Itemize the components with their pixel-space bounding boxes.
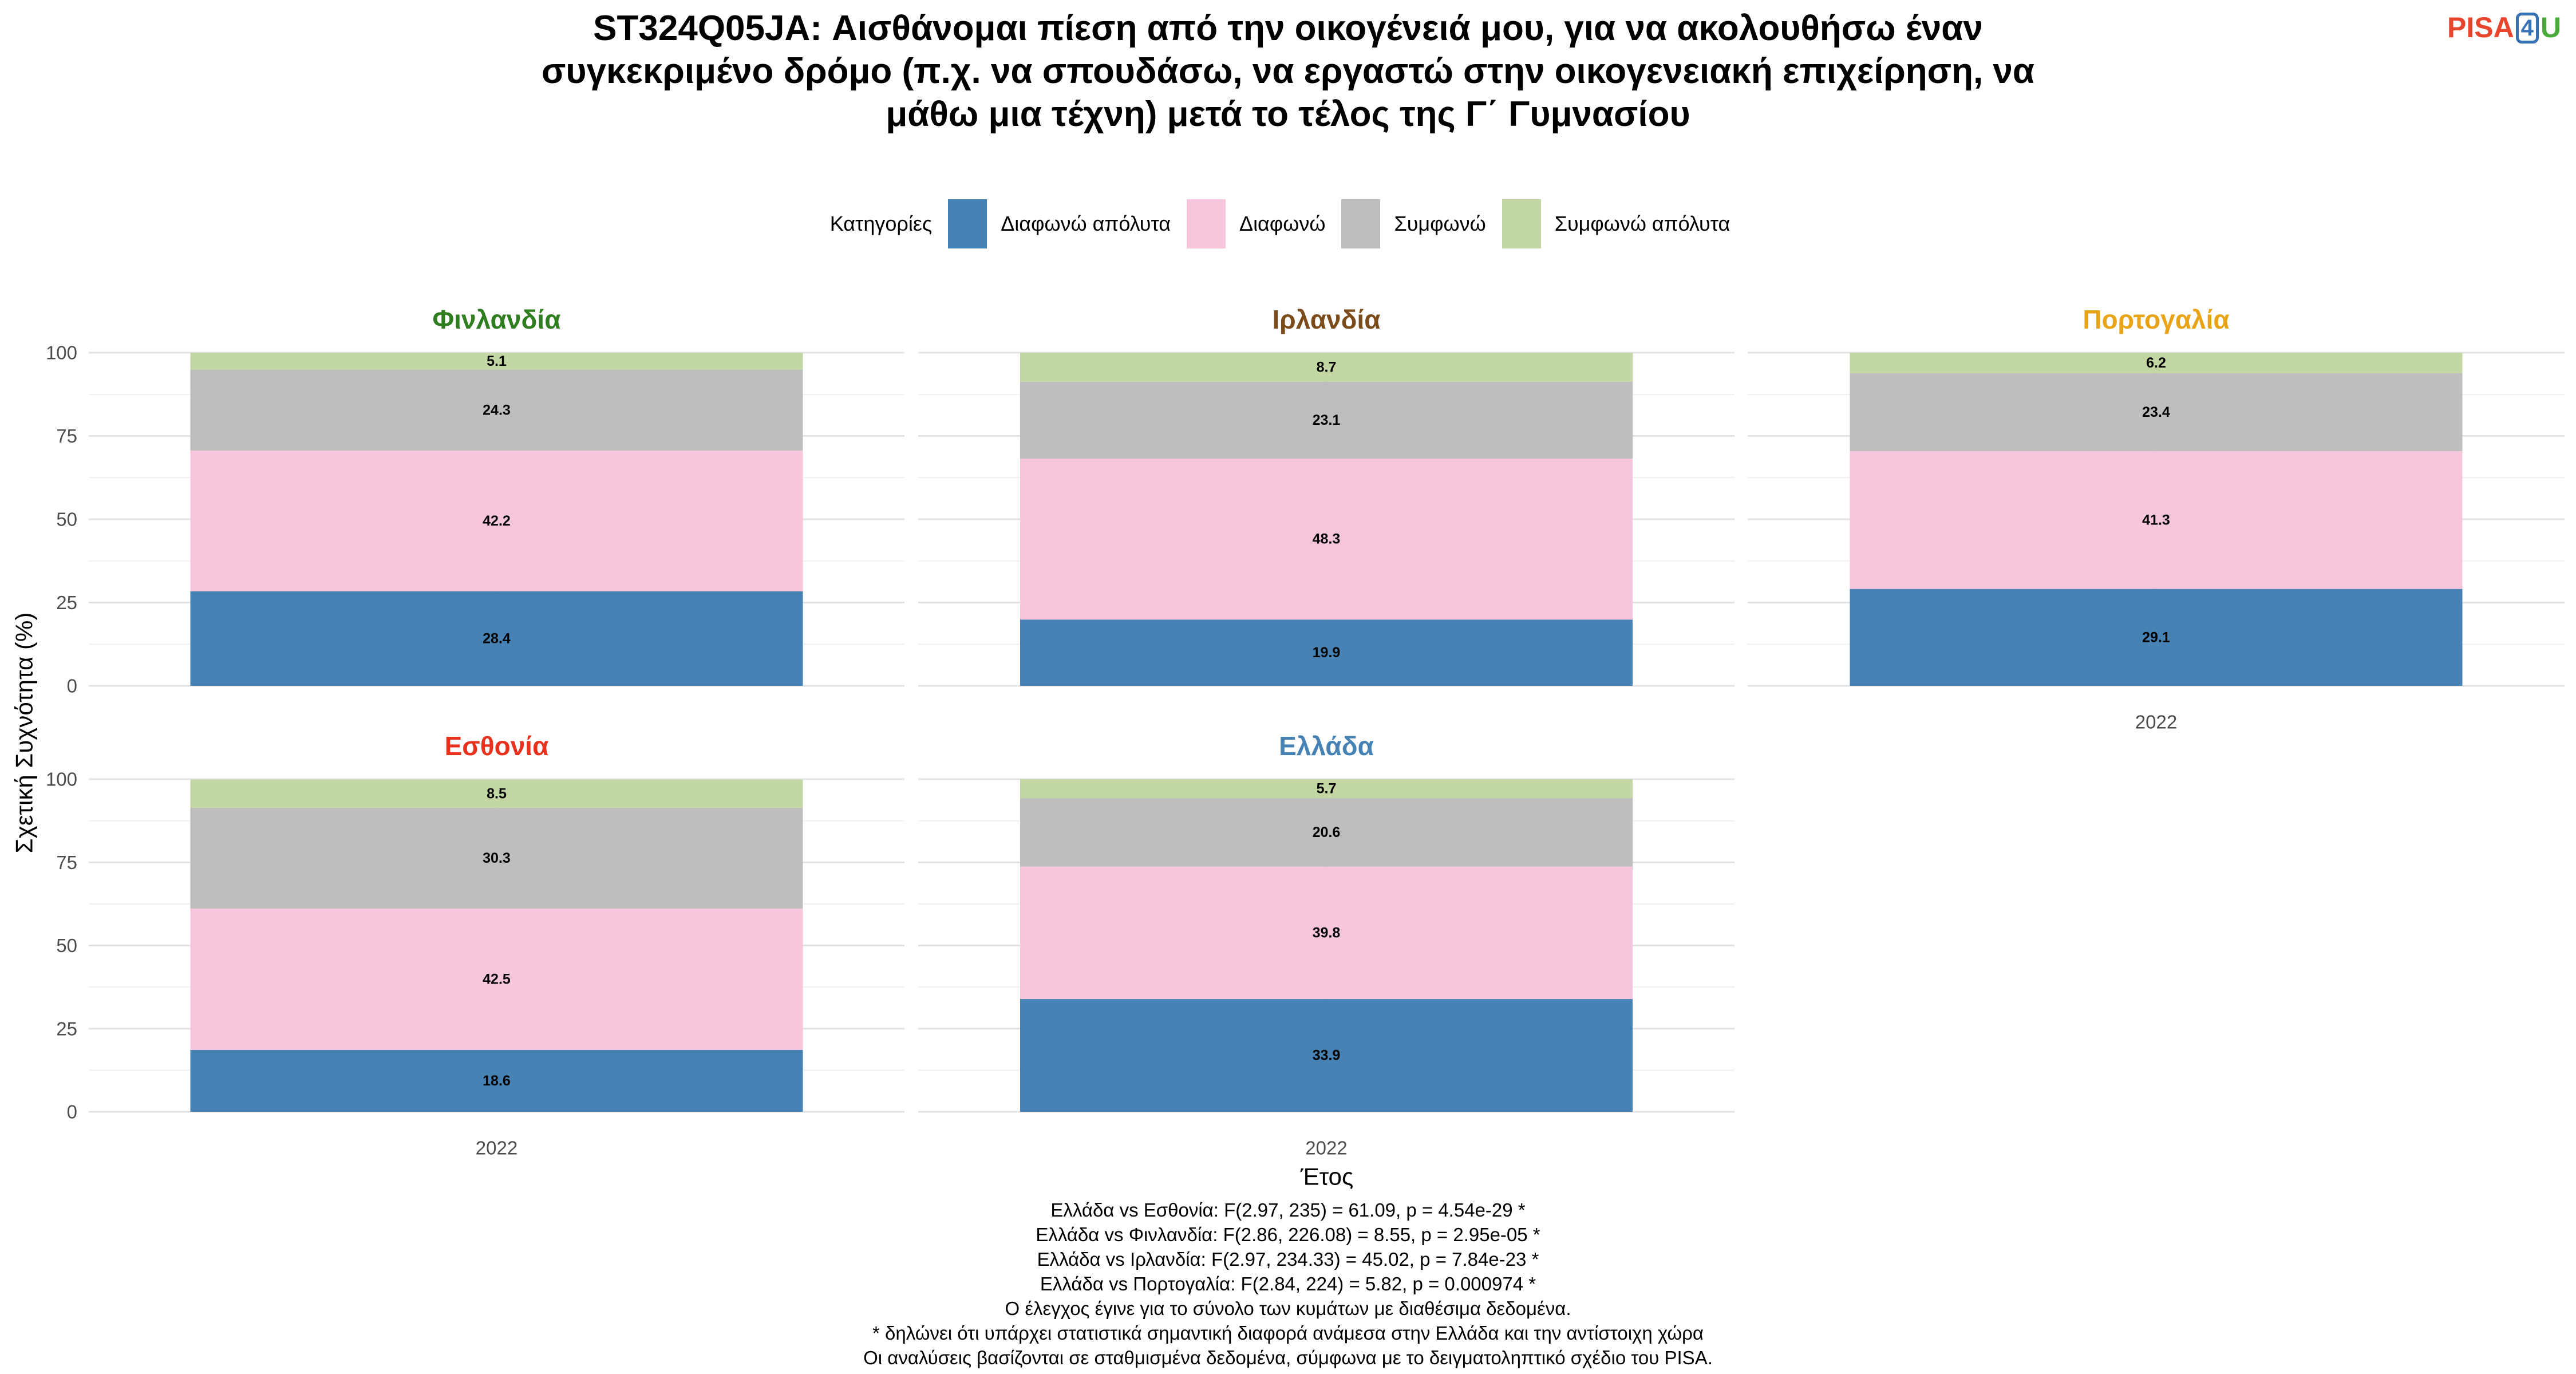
panel-title: Ελλάδα bbox=[1279, 731, 1374, 761]
caption-line: Ελλάδα vs Φινλανδία: F(2.86, 226.08) = 8… bbox=[1036, 1224, 1540, 1245]
caption-line: Ο έλεγχος έγινε για το σύνολο των κυμάτω… bbox=[1005, 1298, 1571, 1319]
bar-segment bbox=[190, 807, 803, 909]
bar-segment bbox=[1020, 619, 1633, 686]
data-label: 23.4 bbox=[2142, 404, 2170, 420]
panel-title: Φινλανδία bbox=[433, 305, 561, 334]
y-tick-label: 75 bbox=[56, 425, 77, 447]
caption-line: Ελλάδα vs Ιρλανδία: F(2.97, 234.33) = 45… bbox=[1037, 1249, 1539, 1270]
bar-segment bbox=[1020, 999, 1633, 1112]
panel-title: Ιρλανδία bbox=[1272, 305, 1380, 334]
data-label: 8.7 bbox=[1317, 359, 1337, 375]
data-label: 6.2 bbox=[2146, 355, 2166, 371]
logo-letter: U bbox=[2540, 11, 2562, 44]
bar-segment bbox=[190, 591, 803, 686]
legend-label: Συμφωνώ bbox=[1394, 212, 1486, 235]
caption-line: Οι αναλύσεις βασίζονται σε σταθμισμένα δ… bbox=[863, 1347, 1713, 1368]
bar-segment bbox=[1020, 459, 1633, 620]
data-label: 23.1 bbox=[1313, 412, 1341, 428]
legend: Κατηγορίες Διαφωνώ απόλυτα Διαφωνώ Συμφω… bbox=[0, 198, 2576, 250]
y-tick-label: 25 bbox=[56, 1018, 77, 1039]
panel-title: Πορτογαλία bbox=[2083, 305, 2229, 334]
data-label: 29.1 bbox=[2142, 629, 2170, 645]
data-label: 20.6 bbox=[1313, 824, 1341, 840]
data-label: 33.9 bbox=[1313, 1048, 1341, 1064]
pisa4u-logo: PISA 4 U bbox=[2447, 9, 2561, 46]
bar-segment bbox=[1850, 373, 2463, 452]
legend-swatch bbox=[1187, 199, 1226, 248]
y-tick-label: 0 bbox=[67, 1101, 77, 1123]
x-axis-title: Έτος bbox=[1300, 1163, 1354, 1190]
data-label: 28.4 bbox=[483, 630, 511, 646]
data-label: 30.3 bbox=[483, 850, 511, 866]
bar-segment bbox=[1850, 353, 2463, 374]
bar-segment bbox=[190, 909, 803, 1050]
bar-segment bbox=[1020, 353, 1633, 382]
data-label: 48.3 bbox=[1313, 531, 1341, 547]
legend-item: Συμφωνώ απόλυτα bbox=[1502, 199, 1730, 248]
x-tick-label: 2022 bbox=[2135, 712, 2177, 733]
legend-label: Διαφωνώ απόλυτα bbox=[1001, 212, 1171, 235]
y-tick-label: 100 bbox=[46, 342, 77, 364]
data-label: 19.9 bbox=[1313, 645, 1341, 661]
legend-item: Διαφωνώ απόλυτα bbox=[948, 199, 1171, 248]
legend-swatch bbox=[948, 199, 987, 248]
data-label: 5.1 bbox=[487, 353, 507, 369]
caption-line: * δηλώνει ότι υπάρχει στατιστικά σημαντι… bbox=[872, 1322, 1704, 1344]
data-label: 8.5 bbox=[487, 785, 507, 802]
data-label: 42.5 bbox=[483, 971, 511, 987]
x-tick-label: 2022 bbox=[476, 1138, 517, 1159]
caption-line: Ελλάδα vs Εσθονία: F(2.97, 235) = 61.09,… bbox=[1050, 1199, 1526, 1221]
chart-title: ST324Q05JA: Αισθάνομαι πίεση από την οικ… bbox=[542, 9, 2034, 134]
legend-swatch bbox=[1502, 199, 1541, 248]
bar-segment bbox=[1020, 866, 1633, 1000]
bar-segment bbox=[190, 451, 803, 591]
data-label: 42.2 bbox=[483, 513, 511, 529]
data-label: 18.6 bbox=[483, 1073, 511, 1089]
y-tick-label: 25 bbox=[56, 592, 77, 613]
y-tick-label: 0 bbox=[67, 676, 77, 697]
y-tick-label: 100 bbox=[46, 769, 77, 790]
legend-label: Συμφωνώ απόλυτα bbox=[1554, 212, 1730, 235]
y-tick-label: 50 bbox=[56, 935, 77, 956]
data-label: 41.3 bbox=[2142, 512, 2170, 528]
data-label: 24.3 bbox=[483, 402, 511, 418]
x-tick-label: 2022 bbox=[1305, 1138, 1347, 1159]
bar-segment bbox=[190, 353, 803, 370]
legend-item: Διαφωνώ bbox=[1187, 199, 1325, 248]
caption-line: Ελλάδα vs Πορτογαλία: F(2.84, 224) = 5.8… bbox=[1040, 1273, 1536, 1294]
bar-segment bbox=[1850, 589, 2463, 686]
y-tick-label: 50 bbox=[56, 509, 77, 530]
bar-segment bbox=[1020, 798, 1633, 867]
logo-text: PISA bbox=[2447, 11, 2514, 44]
bar-segment bbox=[190, 779, 803, 808]
data-label: 5.7 bbox=[1317, 781, 1337, 797]
panel-title: Εσθονία bbox=[445, 731, 549, 761]
data-label: 39.8 bbox=[1313, 925, 1341, 941]
bar-segment bbox=[1020, 779, 1633, 799]
bar-segment bbox=[1850, 451, 2463, 589]
legend-title: Κατηγορίες bbox=[829, 212, 933, 235]
y-tick-label: 75 bbox=[56, 852, 77, 873]
chart-caption: Ελλάδα vs Εσθονία: F(2.97, 235) = 61.09,… bbox=[515, 1198, 2061, 1370]
logo-number: 4 bbox=[2515, 13, 2539, 44]
y-axis-title: Σχετική Συχνότητα (%) bbox=[11, 613, 38, 854]
legend-item: Συμφωνώ bbox=[1341, 199, 1486, 248]
bar-segment bbox=[1020, 381, 1633, 459]
bar-segment bbox=[190, 1049, 803, 1112]
legend-label: Διαφωνώ bbox=[1239, 212, 1326, 235]
legend-swatch bbox=[1341, 199, 1381, 248]
bar-segment bbox=[190, 369, 803, 451]
